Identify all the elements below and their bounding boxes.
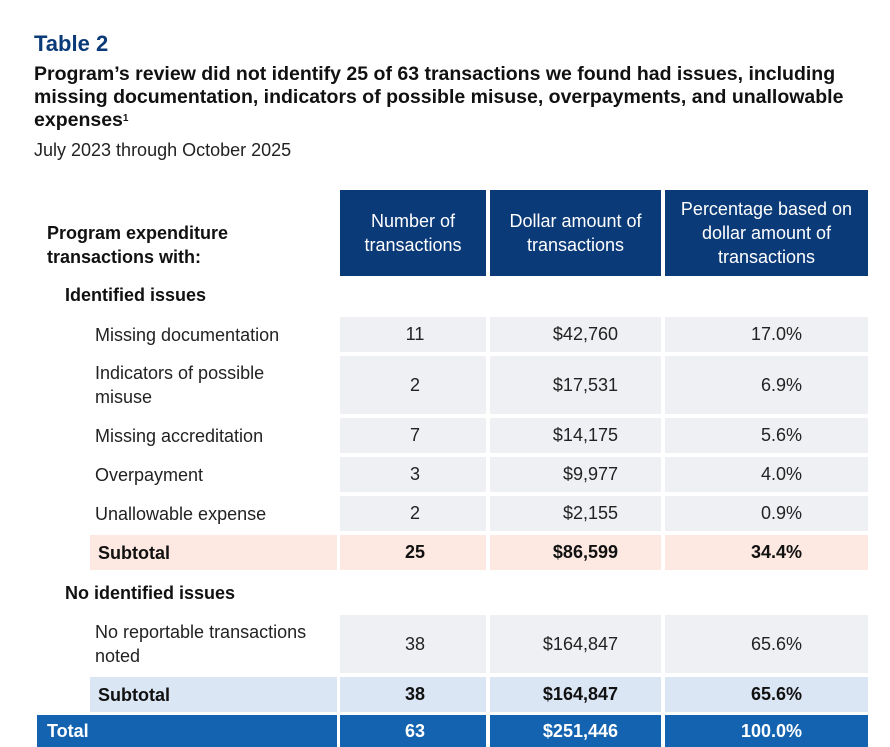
col-header-amount: Dollar amount of transactions (490, 190, 661, 276)
table-label: Table 2 (34, 31, 109, 56)
subtotal-count: 38 (340, 677, 486, 712)
amount-cell: $17,531 (490, 356, 661, 414)
pct-cell: 17.0% (665, 317, 868, 352)
amount-cell: $2,155 (490, 496, 661, 531)
count-cell: 7 (340, 418, 486, 453)
subtotal-label-bg (90, 677, 337, 712)
subtotal-label: Subtotal (98, 542, 170, 563)
table-row: Unallowable expense 2 $2,155 0.9% (0, 496, 890, 531)
amount-cell: $42,760 (490, 317, 661, 352)
row-label: Indicators of possible misuse (95, 363, 265, 407)
pct-cell: 0.9% (665, 496, 868, 531)
row-label: Overpayment (95, 464, 204, 485)
count-cell: 2 (340, 496, 486, 531)
total-count: 63 (340, 715, 486, 747)
subtotal-pct: 34.4% (665, 535, 868, 570)
table-subtitle: July 2023 through October 2025 (34, 140, 292, 160)
title-text: Program’s review did not identify 25 of … (34, 63, 844, 131)
row-label: No reportable transactions noted (95, 622, 307, 666)
pct-cell: 6.9% (665, 356, 868, 414)
count-cell: 11 (340, 317, 486, 352)
count-cell: 3 (340, 457, 486, 492)
subtotal-amount: $164,847 (490, 677, 661, 712)
section-heading-none: No identified issues (65, 583, 236, 603)
subtotal-row-identified: Subtotal 25 $86,599 34.4% (0, 535, 890, 570)
col-header-count: Number of transactions (340, 190, 486, 276)
amount-cell: $14,175 (490, 418, 661, 453)
subtotal-row-none: Subtotal 38 $164,847 65.6% (0, 677, 890, 712)
table-row: Missing documentation 11 $42,760 17.0% (0, 317, 890, 352)
title-footnote: 1 (122, 113, 129, 124)
total-amount: $251,446 (490, 715, 661, 747)
total-label: Total (47, 721, 89, 741)
table-row: Indicators of possible misuse 2 $17,531 … (0, 356, 890, 414)
pct-cell: 5.6% (665, 418, 868, 453)
total-pct: 100.0% (665, 715, 868, 747)
table-title: Program’s review did not identify 25 of … (34, 63, 874, 132)
table-row: Overpayment 3 $9,977 4.0% (0, 457, 890, 492)
count-cell: 2 (340, 356, 486, 414)
count-cell: 38 (340, 615, 486, 673)
total-label-bg (37, 715, 337, 747)
row-label: Missing documentation (95, 324, 280, 345)
pct-cell: 4.0% (665, 457, 868, 492)
col-header-pct: Percentage based on dollar amount of tra… (665, 190, 868, 276)
amount-cell: $164,847 (490, 615, 661, 673)
subtotal-amount: $86,599 (490, 535, 661, 570)
subtotal-count: 25 (340, 535, 486, 570)
table-row: Missing accreditation 7 $14,175 5.6% (0, 418, 890, 453)
section-heading-identified: Identified issues (65, 285, 207, 305)
total-row: Total 63 $251,446 100.0% (0, 715, 890, 747)
pct-cell: 65.6% (665, 615, 868, 673)
row-label: Unallowable expense (95, 503, 267, 524)
row-header-label: Program expenditure transactions with: (47, 223, 229, 267)
subtotal-pct: 65.6% (665, 677, 868, 712)
table-row: No reportable transactions noted 38 $164… (0, 615, 890, 673)
row-label: Missing accreditation (95, 425, 264, 446)
amount-cell: $9,977 (490, 457, 661, 492)
subtotal-label-bg (90, 535, 337, 570)
subtotal-label: Subtotal (98, 684, 170, 705)
